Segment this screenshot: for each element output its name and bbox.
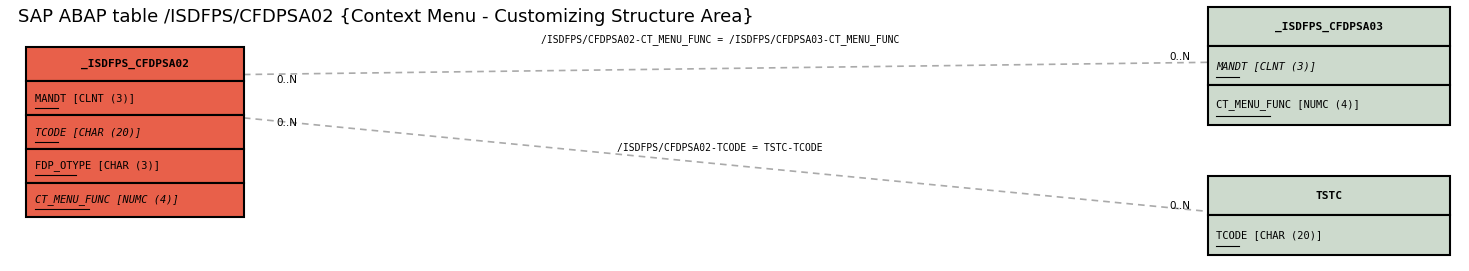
Text: 0..N: 0..N xyxy=(276,118,297,128)
FancyBboxPatch shape xyxy=(26,149,244,183)
FancyBboxPatch shape xyxy=(1208,215,1450,255)
Text: /ISDFPS/CFDPSA02-TCODE = TSTC-TCODE: /ISDFPS/CFDPSA02-TCODE = TSTC-TCODE xyxy=(617,143,823,153)
Text: TCODE [CHAR (20)]: TCODE [CHAR (20)] xyxy=(1216,230,1322,240)
Text: FDP_OTYPE [CHAR (3)]: FDP_OTYPE [CHAR (3)] xyxy=(35,160,160,172)
FancyBboxPatch shape xyxy=(26,183,244,217)
FancyBboxPatch shape xyxy=(1208,46,1450,85)
FancyBboxPatch shape xyxy=(26,47,244,81)
Text: /ISDFPS/CFDPSA02-CT_MENU_FUNC = /ISDFPS/CFDPSA03-CT_MENU_FUNC: /ISDFPS/CFDPSA02-CT_MENU_FUNC = /ISDFPS/… xyxy=(541,34,899,45)
FancyBboxPatch shape xyxy=(1208,176,1450,215)
Text: CT_MENU_FUNC [NUMC (4)]: CT_MENU_FUNC [NUMC (4)] xyxy=(35,194,179,205)
Text: 0..N: 0..N xyxy=(1169,52,1190,62)
Text: _ISDFPS_CFDPSA03: _ISDFPS_CFDPSA03 xyxy=(1275,21,1382,31)
Text: TSTC: TSTC xyxy=(1315,191,1343,201)
Text: CT_MENU_FUNC [NUMC (4)]: CT_MENU_FUNC [NUMC (4)] xyxy=(1216,99,1360,111)
Text: 0..N: 0..N xyxy=(276,75,297,85)
FancyBboxPatch shape xyxy=(26,115,244,149)
Text: TCODE [CHAR (20)]: TCODE [CHAR (20)] xyxy=(35,127,141,137)
FancyBboxPatch shape xyxy=(26,81,244,115)
Text: MANDT [CLNT (3)]: MANDT [CLNT (3)] xyxy=(35,93,135,103)
Text: _ISDFPS_CFDPSA02: _ISDFPS_CFDPSA02 xyxy=(81,59,190,69)
Text: MANDT [CLNT (3)]: MANDT [CLNT (3)] xyxy=(1216,61,1316,71)
Text: 0..N: 0..N xyxy=(1169,201,1190,211)
FancyBboxPatch shape xyxy=(1208,7,1450,46)
FancyBboxPatch shape xyxy=(1208,85,1450,125)
Text: SAP ABAP table /ISDFPS/CFDPSA02 {Context Menu - Customizing Structure Area}: SAP ABAP table /ISDFPS/CFDPSA02 {Context… xyxy=(18,8,754,26)
